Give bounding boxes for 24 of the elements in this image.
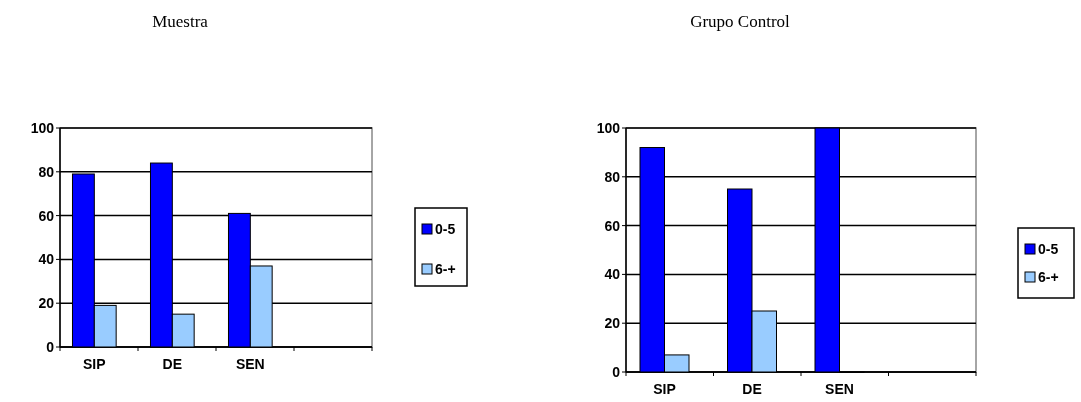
y-tick-label: 0 <box>612 363 621 380</box>
y-tick-label: 40 <box>604 266 621 283</box>
y-tick-label: 100 <box>30 119 55 136</box>
x-tick-label: DE <box>162 356 183 372</box>
y-tick-label: 40 <box>38 251 55 268</box>
x-tick-label: DE <box>742 381 762 397</box>
y-tick-label: 20 <box>38 295 55 312</box>
y-tick-label: 60 <box>604 217 621 234</box>
legend-label: 6-+ <box>1038 268 1059 285</box>
y-tick-label: 0 <box>46 338 55 355</box>
y-tick-label: 80 <box>38 163 55 180</box>
x-tick-label: SEN <box>235 356 265 372</box>
chart-title: Grupo Control <box>690 12 791 31</box>
y-tick-label: 100 <box>596 119 621 136</box>
y-tick-label: 60 <box>38 207 55 224</box>
x-tick-label: SIP <box>653 381 676 397</box>
legend-label: 0-5 <box>435 220 456 237</box>
y-tick-label: 20 <box>604 315 621 332</box>
y-tick-label: 80 <box>604 168 621 185</box>
legend-label: 0-5 <box>1038 240 1059 257</box>
chart-title: Muestra <box>152 12 209 31</box>
x-tick-label: SEN <box>825 381 854 397</box>
legend-label: 6-+ <box>435 260 456 277</box>
x-tick-label: SIP <box>83 356 106 372</box>
